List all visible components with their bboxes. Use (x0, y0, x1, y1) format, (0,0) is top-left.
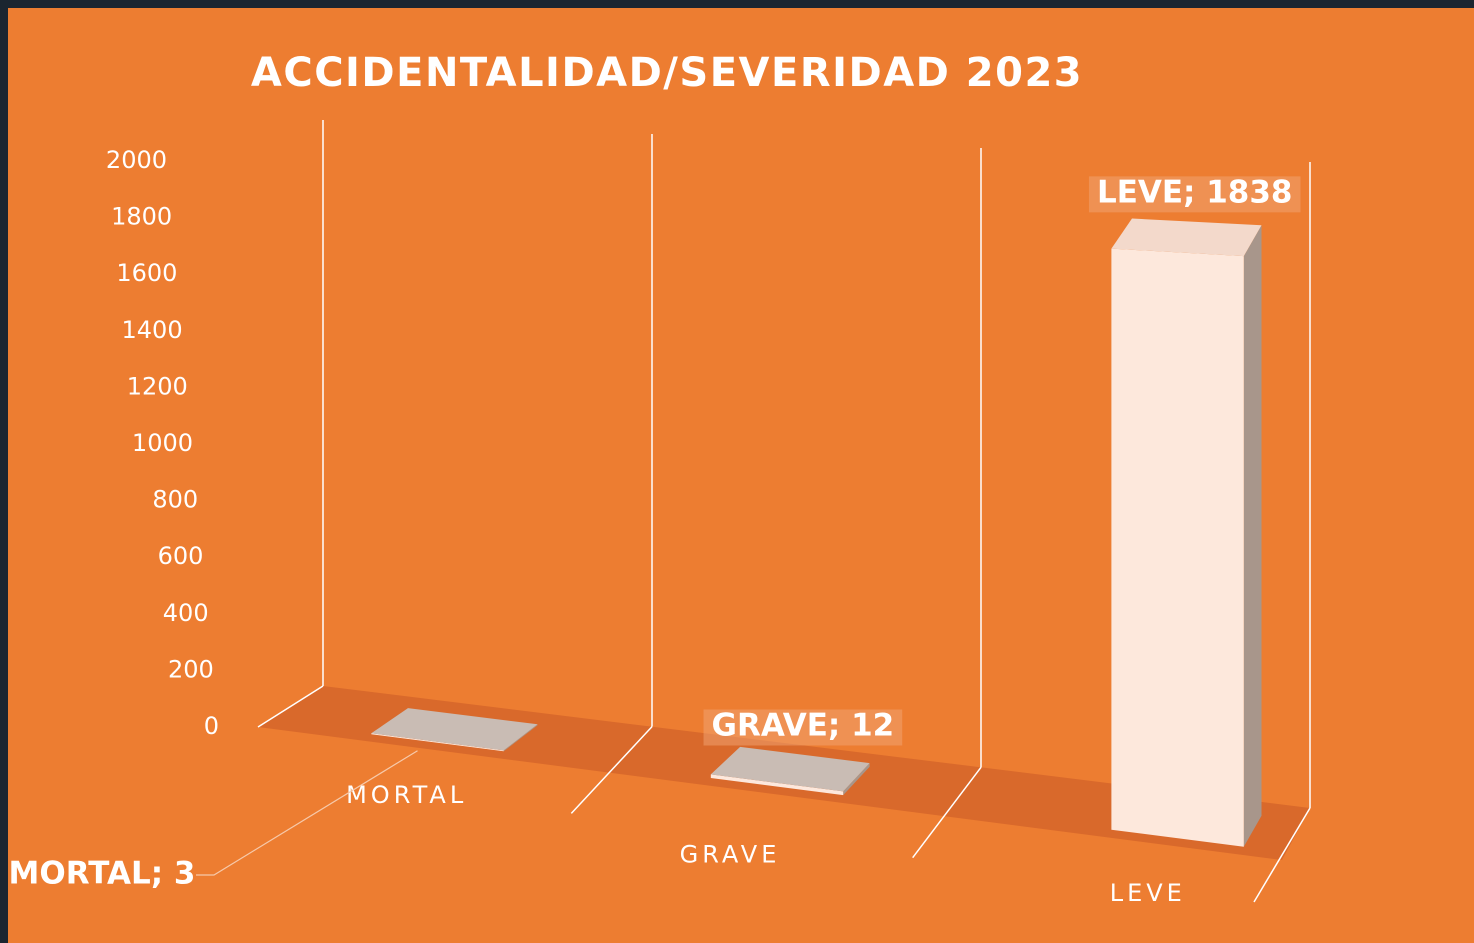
bar-side (1243, 225, 1262, 847)
data-label-background (1088, 176, 1301, 213)
y-tick-label: 400 (163, 599, 209, 627)
y-tick-label: 0 (204, 712, 219, 740)
floor-edge (1253, 807, 1311, 903)
x-tick-label: LEVE (1110, 879, 1186, 907)
floor-edge (912, 766, 982, 859)
y-tick-label: 1200 (127, 372, 188, 400)
bar-front (1111, 248, 1244, 847)
leader-line (196, 750, 418, 876)
y-tick-label: 1000 (132, 429, 193, 457)
floor-edge (257, 685, 324, 728)
x-tick-label: GRAVE (680, 841, 781, 869)
bar-top (710, 746, 870, 792)
y-tick-label: 1600 (116, 259, 177, 287)
y-tick-label: 1800 (111, 203, 172, 231)
chart-title: ACCIDENTALIDAD/SEVERIDAD 2023 (251, 50, 1083, 96)
bar-side (503, 724, 538, 752)
y-tick-label: 1400 (122, 316, 183, 344)
x-tick-label: MORTAL (346, 781, 467, 809)
bar-front (371, 733, 504, 752)
floor-edge (570, 726, 653, 814)
y-tick-label: 800 (152, 486, 198, 514)
y-tick-label: 2000 (106, 146, 167, 174)
data-label-background (703, 709, 903, 746)
data-label: LEVE; 1838 (1097, 174, 1293, 210)
data-label: MORTAL; 3 (9, 856, 196, 892)
y-tick-label: 200 (168, 655, 214, 683)
bar-top (371, 708, 538, 751)
bar-top (1111, 218, 1262, 257)
bar-front (710, 774, 844, 796)
bar-side (843, 763, 870, 796)
y-tick-label: 600 (158, 542, 204, 570)
data-label: GRAVE; 12 (712, 707, 895, 743)
